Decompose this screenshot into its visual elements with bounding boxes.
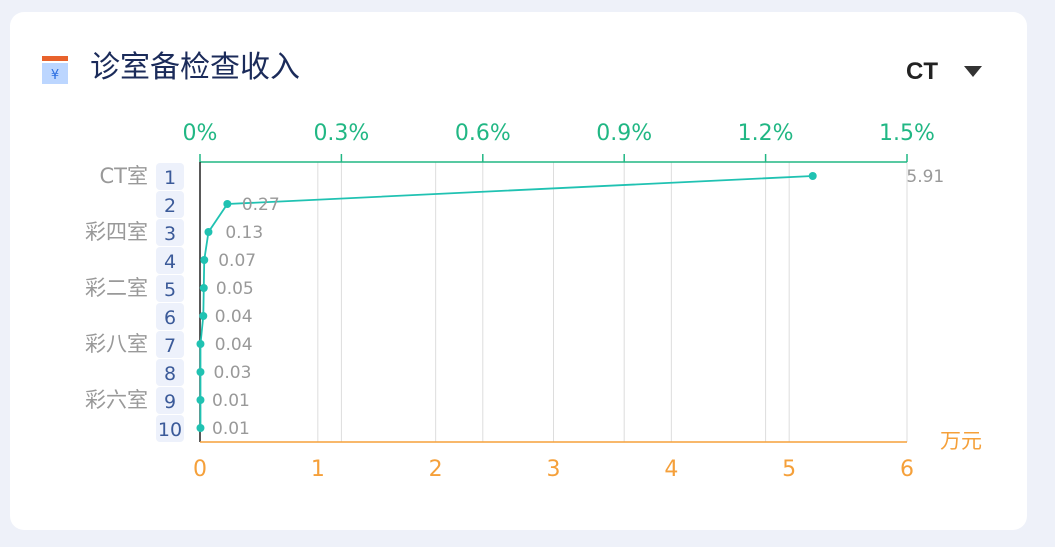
bottom-axis-tick-label: 0 [193, 457, 207, 482]
ratio-point [196, 396, 205, 404]
dropdown-selected-value: CT [906, 58, 938, 85]
top-axis-tick-label: 0% [183, 121, 218, 146]
value-label: 0.13 [225, 223, 263, 243]
rank-number: 3 [164, 223, 176, 245]
svg-text:¥: ¥ [51, 68, 59, 83]
ratio-point [199, 312, 208, 320]
ratio-point [199, 284, 208, 292]
ratio-point [808, 172, 817, 180]
ratio-line [199, 175, 813, 428]
rank-number: 2 [164, 195, 176, 217]
rank-number: 5 [164, 279, 176, 301]
bottom-axis-tick-label: 3 [547, 457, 561, 482]
value-label: 0.01 [212, 391, 250, 411]
value-label: 0.27 [242, 195, 280, 215]
category-label: 彩四室 [85, 220, 148, 244]
ratio-point [196, 424, 205, 432]
top-axis-tick-label: 0.6% [455, 121, 511, 146]
calendar-yuan-icon: ¥ [42, 56, 68, 84]
room-type-dropdown[interactable]: CT [906, 56, 982, 88]
rank-badge [156, 387, 184, 414]
caret-down-icon [964, 66, 982, 77]
rank-badge [156, 163, 184, 190]
rank-badge [156, 275, 184, 302]
ratio-point [223, 200, 232, 208]
value-label: 0.01 [212, 419, 250, 439]
top-axis-tick-label: 1.5% [879, 121, 935, 146]
category-label: 彩六室 [85, 388, 148, 412]
category-label: 彩八室 [85, 332, 148, 356]
bottom-axis-tick-label: 5 [782, 457, 796, 482]
value-label: 0.04 [215, 307, 253, 327]
bottom-axis-tick-label: 4 [664, 457, 678, 482]
rank-number: 7 [164, 335, 176, 357]
rank-number: 4 [164, 251, 176, 273]
ratio-point [196, 368, 205, 376]
rank-number: 10 [158, 419, 182, 441]
bottom-axis-tick-label: 6 [900, 457, 914, 482]
rank-number: 8 [164, 363, 176, 385]
value-label: 0.07 [218, 251, 256, 271]
value-label: 0.05 [216, 279, 254, 299]
rank-badge [156, 219, 184, 246]
rank-number: 1 [164, 167, 176, 189]
rank-number: 6 [164, 307, 176, 329]
ratio-point [204, 228, 213, 236]
bottom-axis-tick-label: 1 [311, 457, 325, 482]
top-axis-tick-label: 1.2% [738, 121, 794, 146]
value-label: 0.03 [214, 363, 252, 383]
top-axis-tick-label: 0.3% [313, 121, 369, 146]
value-label: 5.91 [906, 167, 944, 187]
rank-badge [156, 303, 184, 330]
rank-badge [156, 415, 184, 442]
category-label: CT室 [100, 164, 149, 188]
rank-badge [156, 191, 184, 218]
bottom-axis-unit: 万元 [940, 429, 982, 453]
rank-badge [156, 331, 184, 358]
rank-badge [156, 247, 184, 274]
card-title: 诊室备检查收入 [90, 50, 300, 85]
rank-badge [156, 359, 184, 386]
value-label: 0.04 [215, 335, 253, 355]
ratio-point [196, 340, 205, 348]
rank-number: 9 [164, 391, 176, 413]
ratio-point [200, 256, 209, 264]
category-label: 彩二室 [85, 276, 148, 300]
bottom-axis-tick-label: 2 [429, 457, 443, 482]
top-axis-tick-label: 0.9% [596, 121, 652, 146]
